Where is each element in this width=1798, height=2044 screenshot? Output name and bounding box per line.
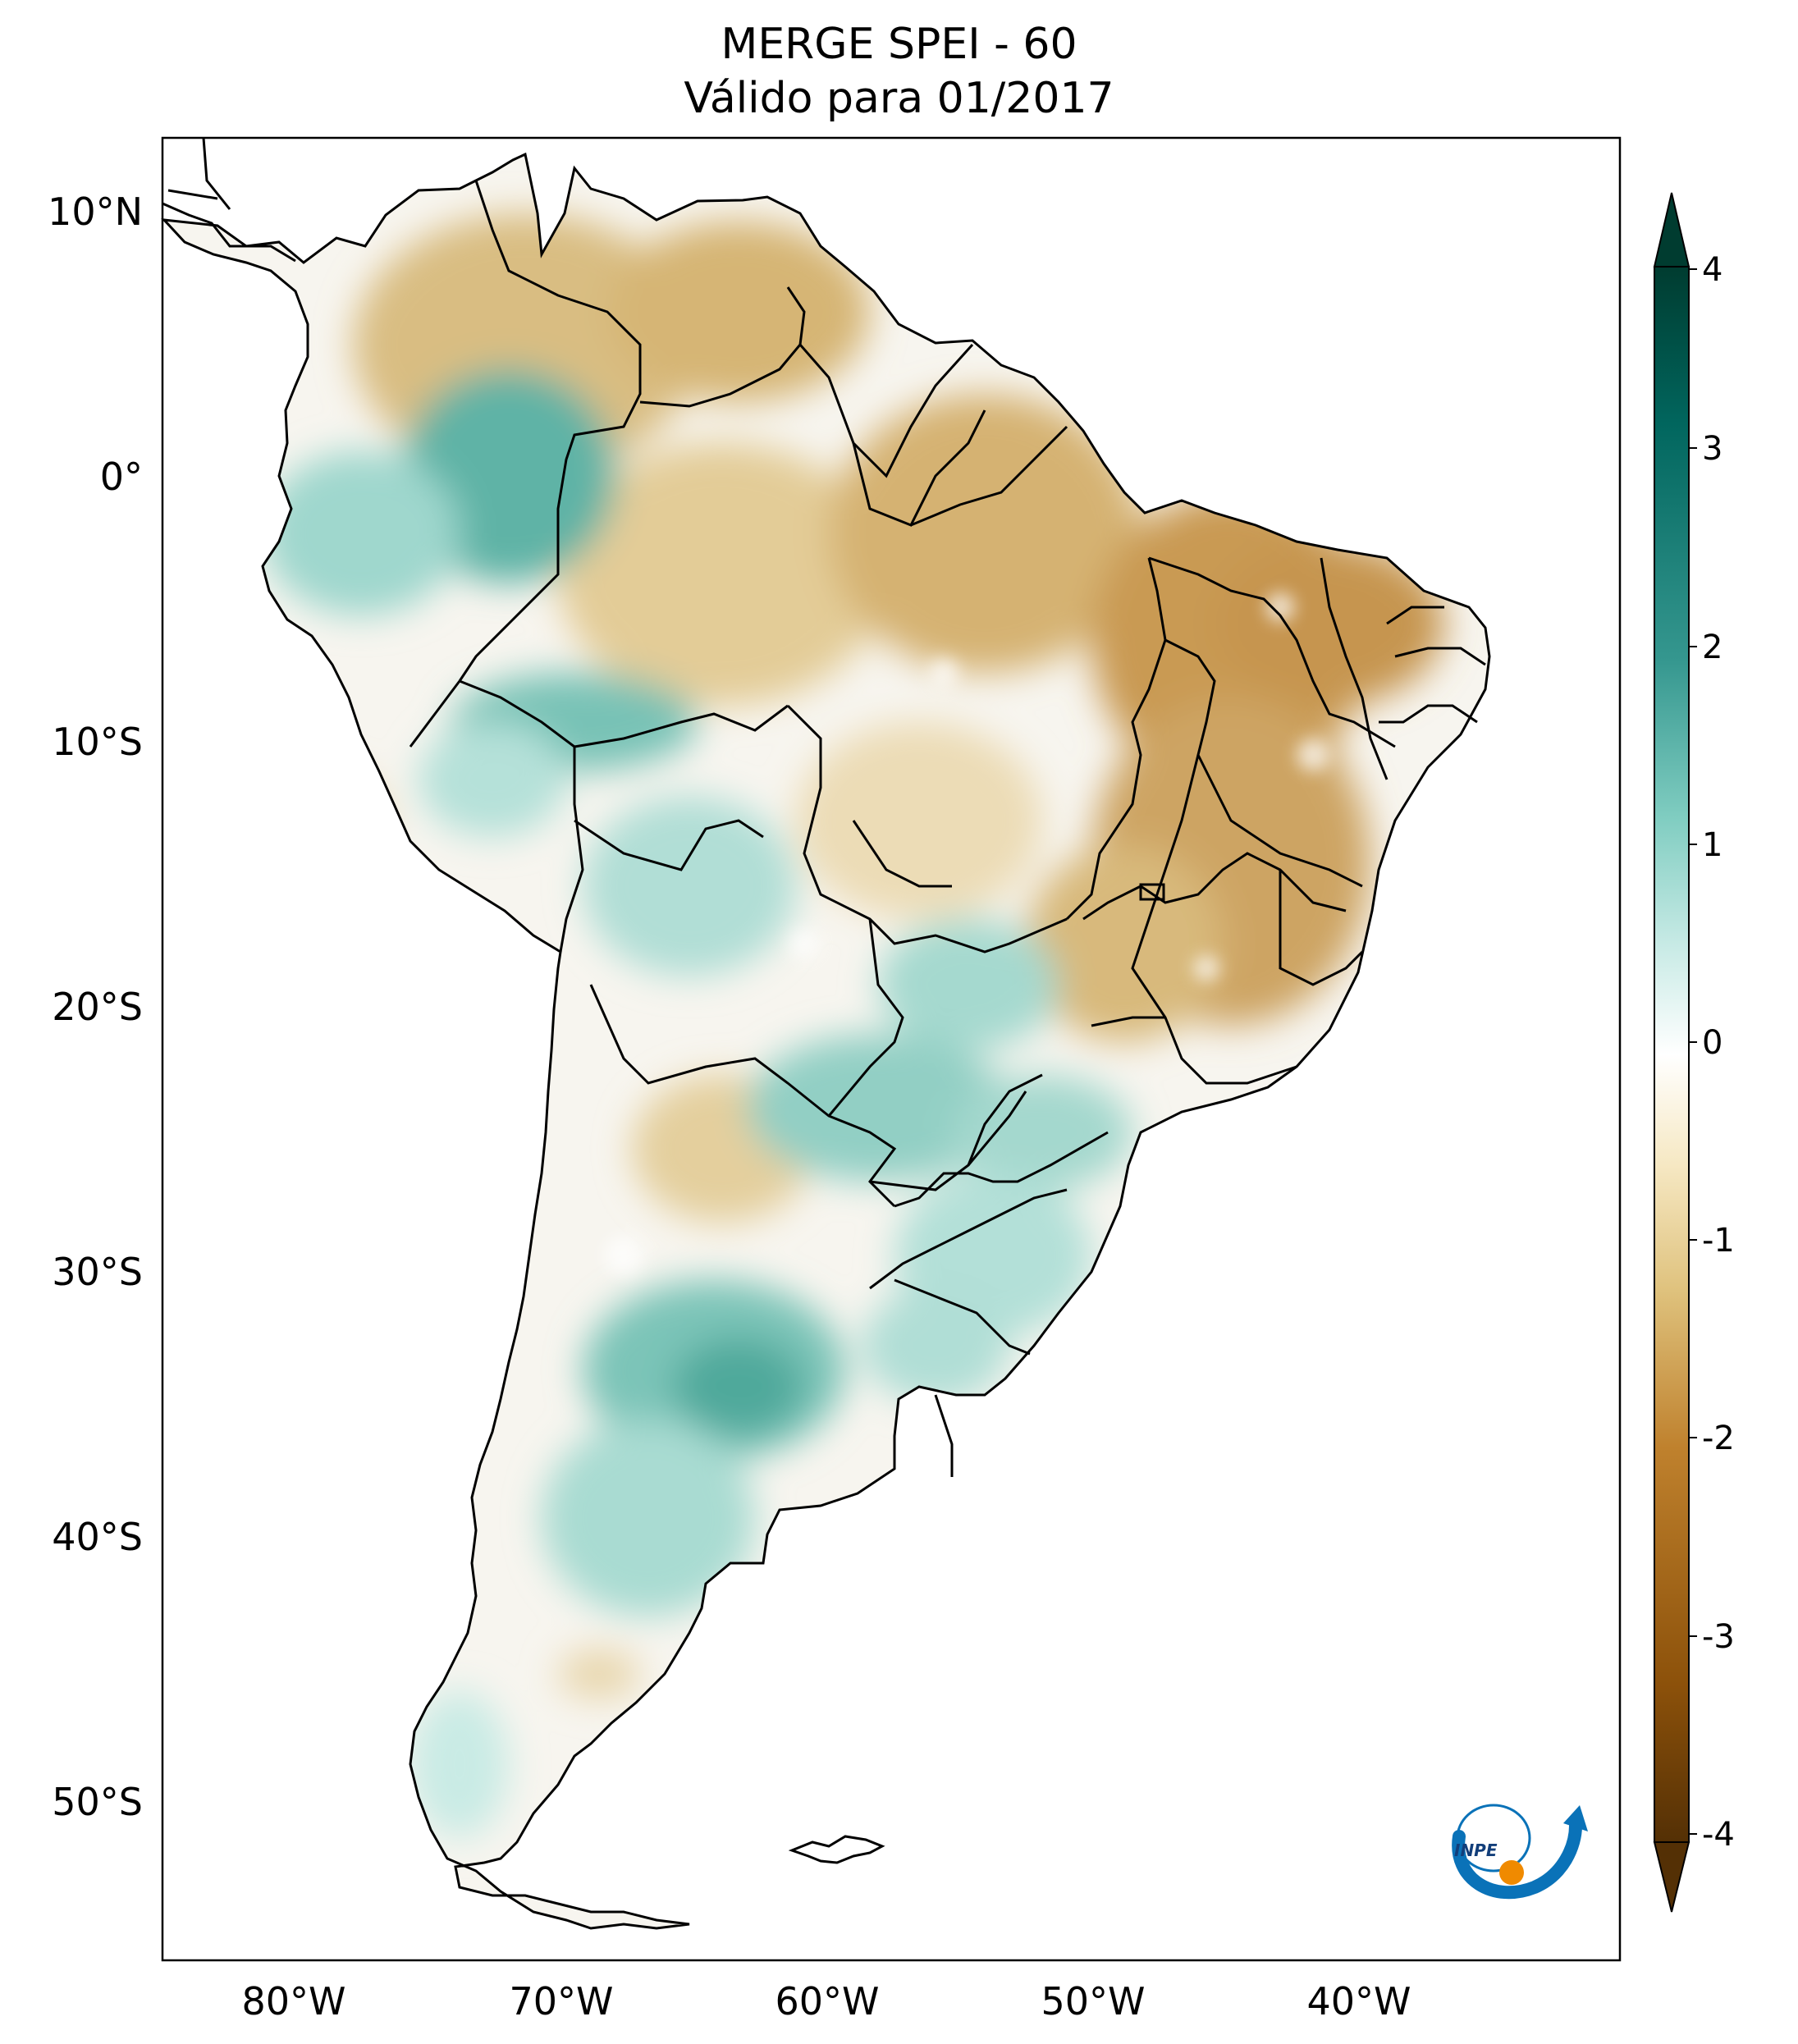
political-borders <box>409 180 1486 1477</box>
lon-label-60w: 60°W <box>775 1979 879 2023</box>
lon-label-70w: 70°W <box>509 1979 613 2023</box>
colorbar-tick-neg3: -3 <box>1702 1618 1735 1656</box>
colorbar-tick-neg1: -1 <box>1702 1222 1735 1260</box>
colorbar-min-extend <box>1653 1841 1690 1913</box>
colorbar-max-extend <box>1653 192 1690 268</box>
lat-label-10n: 10°N <box>48 190 143 234</box>
inpe-logo-text: INPE <box>1454 1841 1498 1860</box>
colorbar-tick-2: 2 <box>1702 629 1723 666</box>
lon-label-50w: 50°W <box>1041 1979 1145 2023</box>
lon-label-80w: 80°W <box>241 1979 345 2023</box>
lat-label-20s: 20°S <box>52 985 143 1029</box>
federal-district-border <box>1139 883 1165 901</box>
lat-label-30s: 30°S <box>52 1250 143 1294</box>
colorbar-tick-neg4: -4 <box>1702 1816 1735 1854</box>
map-subtitle: Válido para 01/2017 <box>684 74 1114 123</box>
lat-label-50s: 50°S <box>52 1780 143 1824</box>
inpe-logo: INPE <box>1452 1804 1588 1900</box>
lon-label-40w: 40°W <box>1306 1979 1411 2023</box>
colorbar-tick-neg2: -2 <box>1702 1420 1735 1457</box>
colorbar-tick-4: 4 <box>1702 251 1723 289</box>
map-title: MERGE SPEI - 60 <box>721 20 1077 69</box>
lat-label-10s: 10°S <box>52 720 143 764</box>
map-frame <box>161 136 1622 1962</box>
colorbar-tick-3: 3 <box>1702 430 1723 468</box>
lat-label-40s: 40°S <box>52 1515 143 1559</box>
colorbar: 4 3 2 1 0 -1 -2 -3 -4 <box>1653 192 1735 1913</box>
colorbar-tick-1: 1 <box>1702 826 1723 864</box>
falkland-islands <box>788 1835 885 1864</box>
colorbar-tick-0: 0 <box>1702 1024 1723 1062</box>
central-america-outline <box>162 137 296 263</box>
colorbar-gradient <box>1654 267 1689 1842</box>
lat-label-0: 0° <box>100 455 143 499</box>
